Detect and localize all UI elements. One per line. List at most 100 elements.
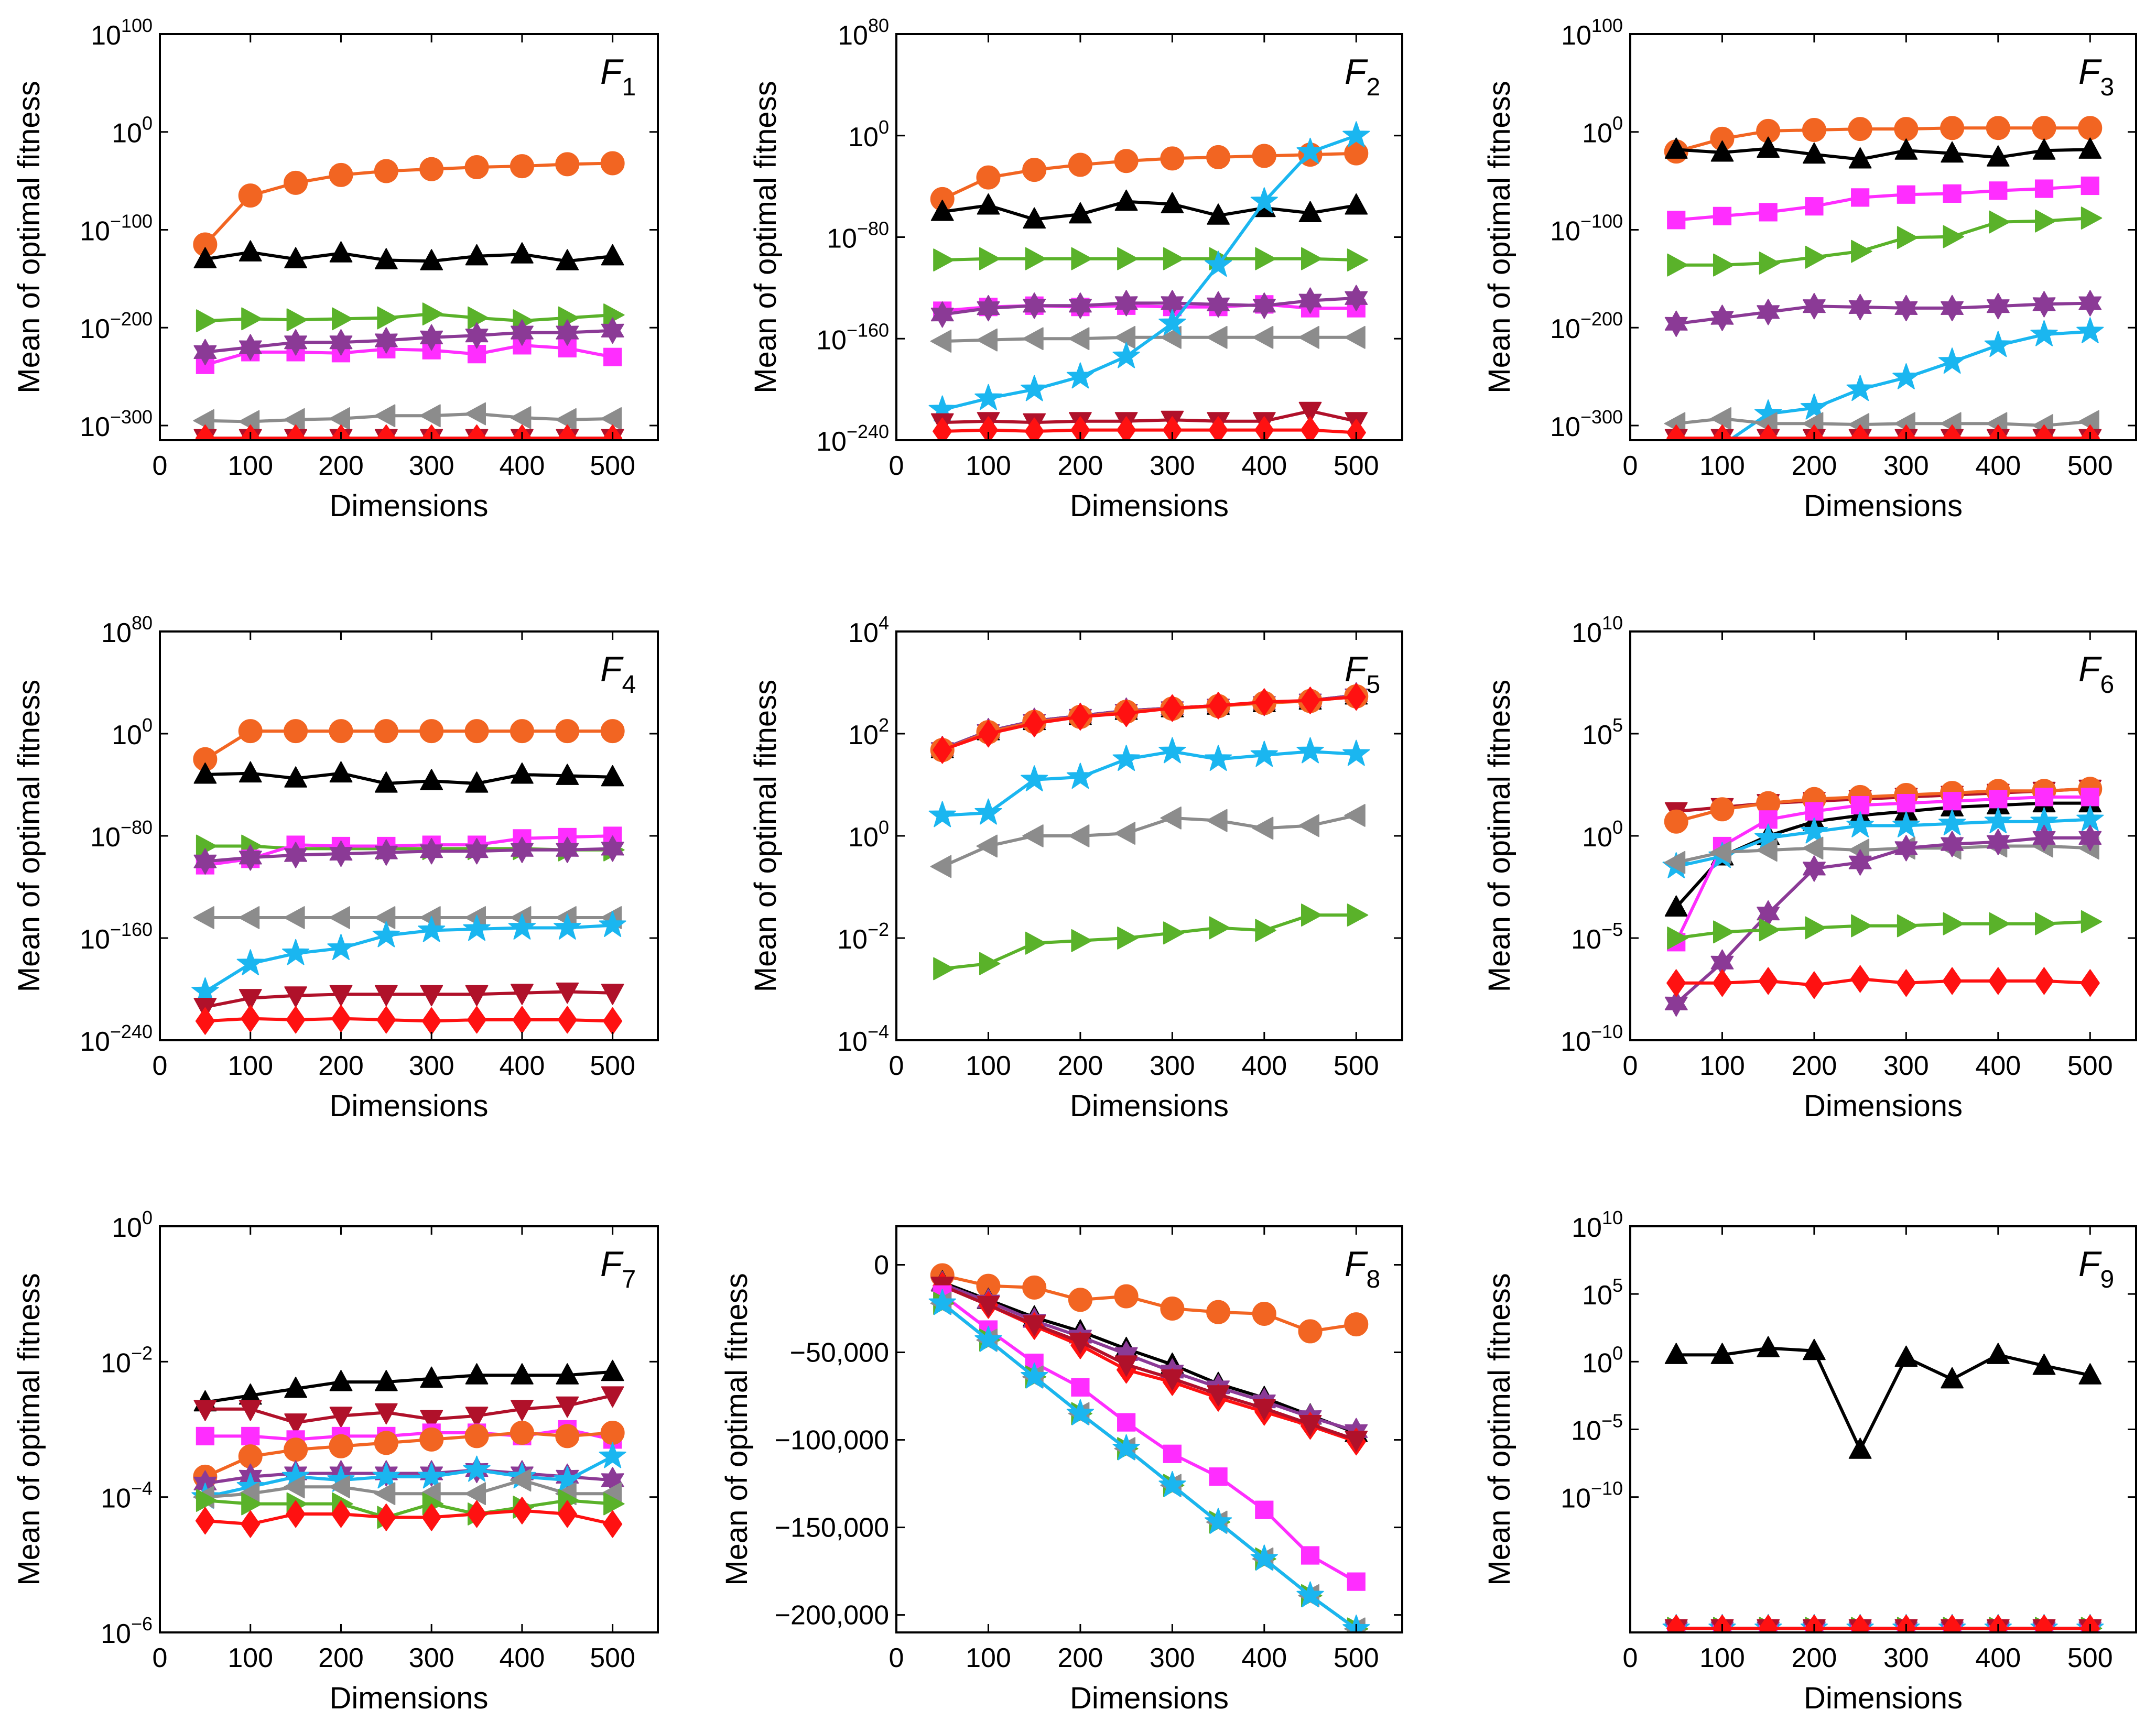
diamond-marker (1850, 424, 1870, 440)
hexagram-marker (420, 324, 443, 351)
left-triangle-marker (510, 406, 532, 429)
up-triangle-marker (511, 762, 534, 784)
circle-marker (1206, 1300, 1231, 1324)
diamond-marker (1850, 1614, 1870, 1632)
series-line (205, 1017, 613, 1023)
y-tick-base: 10 (837, 1027, 868, 1057)
series-line (1676, 977, 2090, 987)
diamond-marker (1254, 416, 1274, 440)
y-tick-exponent: −5 (1601, 1410, 1623, 1432)
panel-title-subscript: 2 (1367, 73, 1381, 101)
up-triangle-marker (420, 1366, 443, 1388)
panel-title-subscript: 9 (2100, 1266, 2115, 1293)
left-triangle-marker (1068, 824, 1090, 847)
pentagram-marker (1158, 309, 1186, 335)
right-triangle-marker (241, 1492, 263, 1516)
hexagram-marker (2032, 291, 2056, 318)
left-triangle-marker (1710, 407, 1731, 430)
hexagram-marker (2078, 824, 2102, 852)
square-marker (241, 1426, 260, 1446)
pentagram-marker (1250, 1544, 1278, 1571)
series-line (941, 814, 1357, 868)
y-axis-title: Mean of optimal fitness (1482, 81, 1516, 393)
pentagram-marker (928, 801, 956, 827)
up-triangle-marker (329, 761, 353, 783)
up-triangle-marker (329, 241, 353, 263)
circle-marker (1848, 117, 1872, 141)
left-triangle-marker (1344, 325, 1366, 349)
x-tick-label: 0 (1623, 1051, 1638, 1081)
left-triangle-marker (600, 407, 622, 430)
square-marker (2081, 176, 2099, 195)
pentagram-marker (1112, 745, 1140, 771)
series-red-diamond (933, 416, 1366, 440)
circle-marker (1068, 1288, 1092, 1312)
left-triangle-marker (329, 1475, 350, 1499)
chart-f2: 0 100 200 300 400 500108010010−8010−16010−240… (749, 15, 1403, 523)
panel-title: F2 (1345, 52, 1380, 101)
square-marker (1713, 206, 1732, 225)
series-red-diamond (1666, 965, 2100, 999)
up-triangle-marker (1298, 201, 1322, 222)
up-triangle-marker (465, 771, 489, 793)
down-triangle-marker (239, 1400, 262, 1421)
square-marker (1255, 1500, 1274, 1519)
pentagram-marker (191, 977, 219, 1004)
series-black-up-triangle (930, 189, 1368, 229)
diamond-marker (2034, 424, 2054, 440)
square-marker (1667, 211, 1686, 230)
left-triangle-marker (1298, 325, 1319, 349)
down-triangle-marker (420, 1410, 443, 1432)
panel-title-letter: F (2078, 649, 2102, 689)
down-triangle-marker (1161, 1369, 1184, 1391)
x-tick-label: 300 (409, 1643, 454, 1673)
series-line (205, 1428, 613, 1441)
circle-marker (329, 719, 353, 744)
series-line (1676, 417, 2090, 427)
up-triangle-marker (1848, 147, 1872, 169)
up-triangle-marker (601, 765, 624, 787)
series-black-up-triangle (1664, 1336, 2102, 1459)
circle-marker (1114, 1284, 1139, 1309)
right-triangle-marker (1989, 912, 2010, 935)
right-triangle-marker (1117, 927, 1139, 950)
diamond-marker (1942, 1614, 1962, 1632)
y-tick-base: 10 (90, 822, 121, 853)
pentagram-marker (1250, 187, 1278, 213)
y-tick-label: 10−10 (1561, 1021, 1623, 1057)
y-tick-label: 10−6 (101, 1613, 153, 1649)
axes-frame (1629, 1225, 2137, 1633)
circle-marker (419, 1427, 444, 1452)
y-tick-label: 104 (848, 612, 889, 648)
right-triangle-marker (332, 307, 353, 331)
diamond-marker (241, 1005, 261, 1032)
left-triangle-marker (284, 906, 305, 929)
up-triangle-marker (1069, 202, 1092, 224)
right-triangle-marker (1163, 921, 1185, 945)
square-marker (1989, 790, 2008, 809)
circle-marker (555, 719, 580, 744)
pentagram-marker (1205, 745, 1232, 771)
y-tick-base: 10 (112, 118, 142, 149)
down-triangle-marker (1345, 1431, 1368, 1452)
x-tick-label: 100 (227, 451, 273, 481)
x-tick-label: 200 (1058, 451, 1103, 481)
left-triangle-marker (329, 906, 350, 929)
left-triangle-marker (1298, 814, 1319, 837)
right-triangle-marker (2035, 912, 2056, 935)
series-darkred-down-triangle (193, 982, 624, 1019)
y-axis-title: Mean of optimal fitness (12, 81, 46, 393)
pentagram-marker (1296, 1581, 1324, 1608)
series-line (204, 250, 613, 263)
axes-frame (159, 1225, 659, 1633)
panel-title-subscript: 4 (622, 671, 636, 699)
right-triangle-marker (1347, 903, 1369, 927)
up-triangle-marker (1023, 207, 1046, 229)
down-triangle-marker (1069, 1333, 1092, 1354)
y-tick-label: 100 (112, 113, 153, 149)
y-tick-label: 1080 (101, 612, 153, 648)
diamond-marker (1666, 424, 1686, 440)
left-triangle-marker (374, 906, 396, 929)
right-triangle-marker (1713, 920, 1735, 944)
pentagram-marker (1938, 347, 1966, 374)
